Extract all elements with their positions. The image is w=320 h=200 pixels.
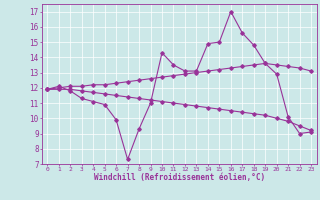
X-axis label: Windchill (Refroidissement éolien,°C): Windchill (Refroidissement éolien,°C) [94,173,265,182]
